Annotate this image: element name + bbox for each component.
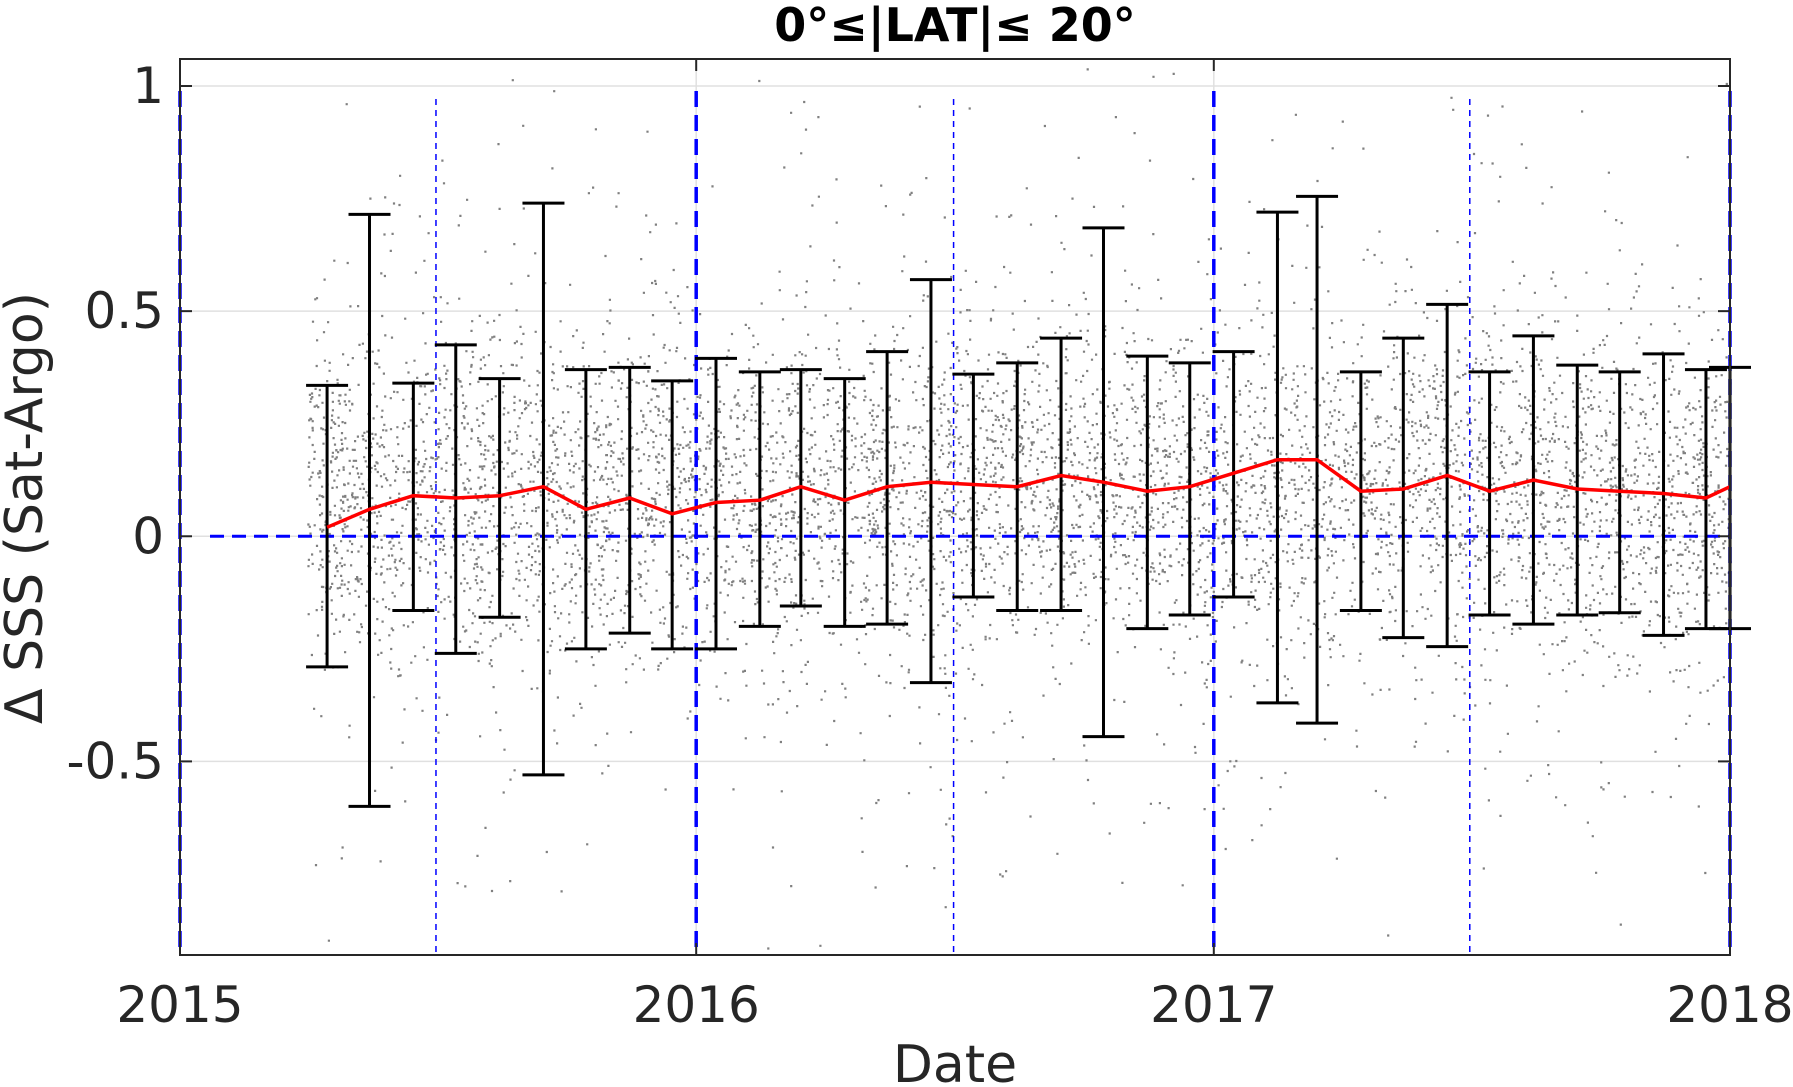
mean-line-group — [326, 457, 1731, 529]
x-tick-label: 2016 — [633, 976, 760, 1034]
x-tick-label: 2015 — [116, 976, 243, 1034]
y-tick-label: 1 — [132, 57, 164, 115]
x-axis-label: Date — [893, 1035, 1017, 1087]
x-tick-label: 2017 — [1150, 976, 1277, 1034]
chart-title: 0°≤|LAT|≤ 20° — [774, 0, 1135, 53]
x-axis-ticks: 2015 2016 2017 2018 — [116, 59, 1793, 1034]
y-axis-label: Δ SSS (Sat-Argo) — [0, 292, 55, 724]
y-tick-label: -0.5 — [66, 732, 164, 790]
y-tick-label: 0.5 — [84, 282, 164, 340]
y-tick-label: 0 — [132, 507, 164, 565]
x-tick-label: 2018 — [1666, 976, 1793, 1034]
plot-frame — [179, 58, 1731, 956]
y-axis-ticks: -0.5 0 0.5 1 — [66, 57, 1730, 790]
error-bars — [306, 194, 1751, 808]
mean-line — [326, 457, 1731, 529]
plot-background — [180, 59, 1730, 955]
